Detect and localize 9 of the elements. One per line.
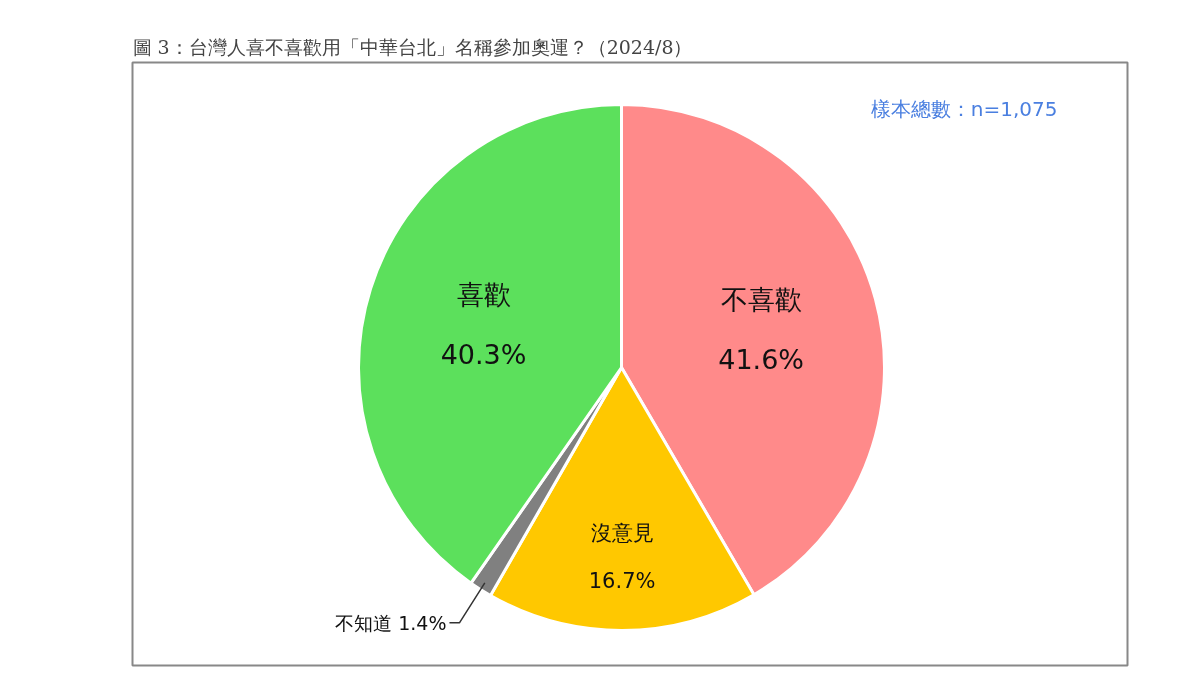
data-label: 40.3% (440, 338, 527, 370)
slice-label: 不喜歡 (720, 284, 802, 316)
chart-title: 圖 3：台灣人喜不喜歡用「中華台北」名稱參加奧運？（2024/8） (132, 35, 693, 58)
slice-label: 不知道 1.4% (335, 611, 447, 634)
text: 樣本總數：n=1,075 (870, 96, 1058, 121)
data-label: 16.7% (588, 568, 656, 593)
slice-label: 喜歡 (456, 278, 511, 310)
data-label: 41.6% (718, 344, 805, 376)
slice-label: 沒意見 (590, 520, 654, 545)
